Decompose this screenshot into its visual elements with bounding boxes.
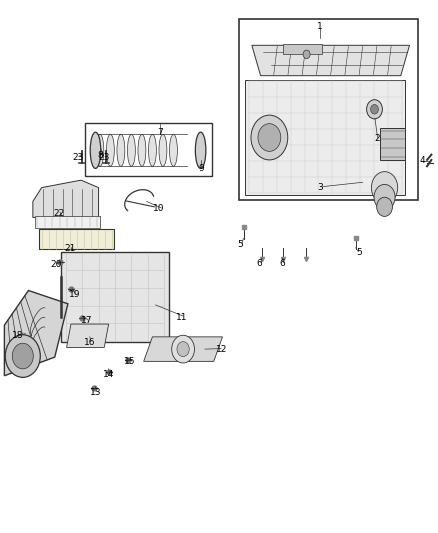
Polygon shape [33, 180, 99, 217]
Circle shape [5, 335, 40, 377]
Polygon shape [67, 324, 109, 348]
Text: 2: 2 [375, 134, 380, 143]
Text: 16: 16 [84, 338, 95, 346]
Text: 1: 1 [317, 22, 323, 31]
Text: 3: 3 [317, 183, 323, 192]
Text: 14: 14 [103, 370, 114, 378]
Bar [283, 44, 322, 54]
Text: 6: 6 [279, 260, 286, 268]
Polygon shape [144, 337, 223, 361]
Circle shape [367, 100, 382, 119]
Text: 22: 22 [53, 209, 65, 217]
Circle shape [371, 172, 398, 204]
Circle shape [177, 342, 189, 357]
Ellipse shape [170, 134, 177, 166]
Text: 12: 12 [215, 345, 227, 354]
Text: 8: 8 [97, 151, 103, 160]
Polygon shape [61, 252, 169, 342]
Ellipse shape [159, 134, 167, 166]
Text: 5: 5 [356, 248, 362, 257]
Circle shape [377, 197, 392, 216]
Text: 6: 6 [256, 260, 262, 268]
Text: 20: 20 [50, 261, 62, 269]
Text: 21: 21 [64, 244, 76, 253]
Text: 17: 17 [81, 317, 92, 325]
Polygon shape [252, 45, 410, 76]
Ellipse shape [117, 134, 125, 166]
Text: 9: 9 [198, 164, 205, 173]
Ellipse shape [106, 134, 114, 166]
Text: 19: 19 [69, 290, 80, 298]
Polygon shape [245, 80, 405, 195]
Ellipse shape [127, 134, 135, 166]
Circle shape [172, 335, 194, 363]
Circle shape [374, 184, 395, 210]
Text: 4: 4 [420, 157, 425, 165]
Circle shape [258, 124, 281, 151]
Circle shape [303, 50, 310, 59]
Text: 5: 5 [237, 240, 244, 249]
Polygon shape [35, 216, 100, 228]
Ellipse shape [96, 134, 104, 166]
Circle shape [251, 115, 288, 160]
Text: 13: 13 [90, 388, 101, 397]
Ellipse shape [90, 132, 101, 168]
Text: 18: 18 [12, 332, 23, 340]
Polygon shape [4, 290, 68, 376]
Polygon shape [39, 229, 114, 249]
Ellipse shape [148, 134, 156, 166]
Text: 15: 15 [124, 357, 135, 366]
Text: 23: 23 [72, 154, 84, 162]
Circle shape [371, 104, 378, 114]
Polygon shape [380, 128, 405, 160]
Text: 23: 23 [99, 154, 110, 162]
Bar [239, 19, 418, 200]
Circle shape [12, 343, 33, 369]
Text: 10: 10 [153, 205, 164, 213]
Text: 7: 7 [157, 128, 163, 137]
Ellipse shape [138, 134, 146, 166]
Bar [85, 123, 212, 176]
Text: 11: 11 [176, 313, 187, 321]
Ellipse shape [195, 132, 206, 168]
